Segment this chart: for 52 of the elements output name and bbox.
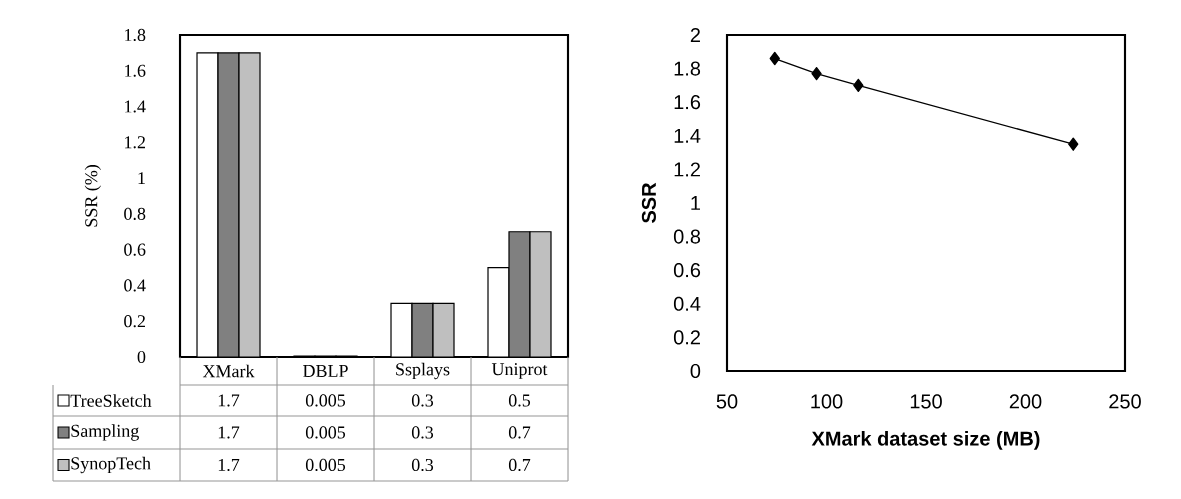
y-tick-label: 1 <box>138 172 145 185</box>
y-axis-title: SSR <box>641 182 656 223</box>
data-label: 0.005 <box>305 426 346 439</box>
y-tick-label: 1 <box>691 196 700 210</box>
x-tick-label: 250 <box>1109 394 1141 409</box>
y-tick-label: 0 <box>137 350 146 364</box>
y-tick-label: 0.8 <box>124 207 146 220</box>
point <box>811 66 822 81</box>
data-label: 0.3 <box>411 426 434 439</box>
y-tick-label: 1.8 <box>125 28 146 42</box>
x-tick-label: Uniprot <box>491 363 548 379</box>
x-tick-label: Ssplays <box>396 362 450 380</box>
y-tick-label: 1.2 <box>125 136 145 149</box>
y-tick-label: 1.8 <box>674 61 701 76</box>
y-tick-label: 1.6 <box>125 64 146 77</box>
y-tick-label: 0.2 <box>124 315 145 328</box>
data-label: 1.7 <box>218 394 240 407</box>
point <box>1068 137 1079 151</box>
data-label: 0.005 <box>305 458 346 472</box>
data-label: 1.7 <box>218 426 240 439</box>
x-tick-label: 150 <box>910 394 942 409</box>
y-tick-label: 0.6 <box>673 263 701 278</box>
y-tick-label: 1.6 <box>674 95 701 110</box>
x-tick-label: 200 <box>1009 394 1042 409</box>
point <box>853 78 864 93</box>
data-label: 0.7 <box>508 458 531 472</box>
legend-label: Sampling <box>71 424 139 441</box>
x-tick-label: XMark <box>202 364 255 378</box>
y-tick-label: 0 <box>690 363 701 379</box>
data-label: 0.7 <box>508 426 531 439</box>
y-tick-label: 1.4 <box>674 128 701 143</box>
point <box>769 51 780 66</box>
legend-label: SynopTech <box>71 456 151 474</box>
y-tick-label: 1.4 <box>125 100 146 113</box>
x-tick-label: 50 <box>716 394 738 409</box>
legend-label: TreeSketch <box>70 394 152 407</box>
y-tick-label: 1.2 <box>674 162 700 177</box>
y-tick-label: 0.4 <box>124 279 146 292</box>
data-label: 1.7 <box>218 458 240 472</box>
x-axis-title: XMark dataset size (MB) <box>811 431 1040 450</box>
data-label: 0.5 <box>508 394 531 407</box>
y-tick-label: 2 <box>690 28 700 42</box>
x-tick-label: DBLP <box>303 365 348 377</box>
y-tick-label: 0.2 <box>673 330 700 345</box>
data-label: 0.3 <box>411 394 434 407</box>
y-tick-label: 0.8 <box>673 229 701 244</box>
x-tick-label: 100 <box>811 394 843 409</box>
data-label: 0.005 <box>305 394 346 407</box>
y-tick-label: 0.4 <box>673 296 701 311</box>
data-label: 0.3 <box>411 458 434 472</box>
y-tick-label: 0.6 <box>124 243 146 256</box>
y-axis-title: SSR (%) <box>84 165 101 227</box>
